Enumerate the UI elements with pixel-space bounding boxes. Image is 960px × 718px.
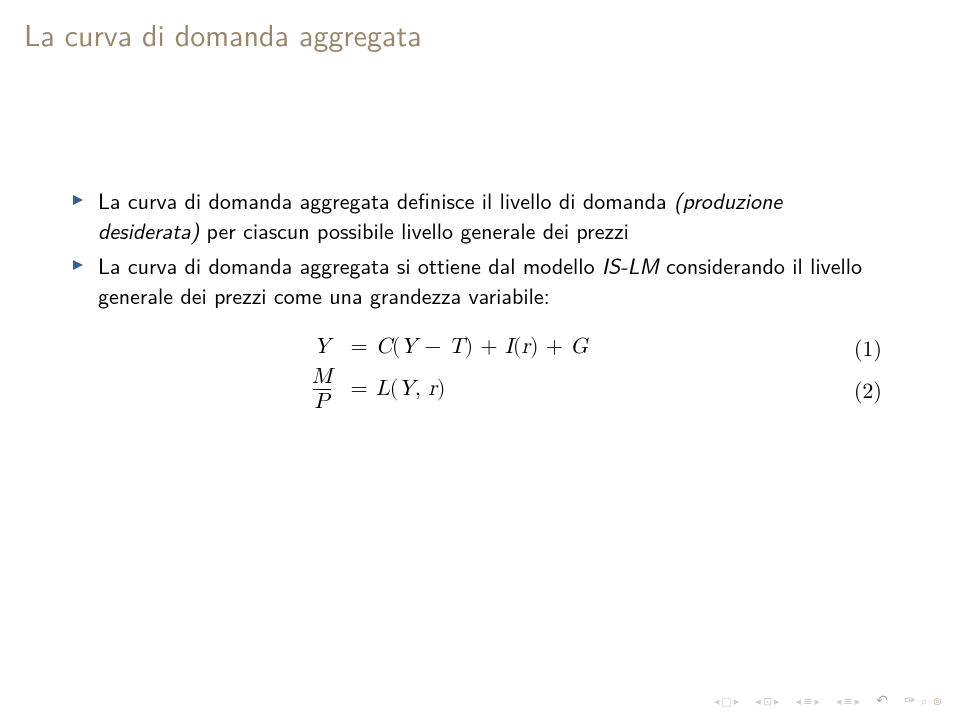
equation-body: Y = C(Y − T) + I(r) + G	[302, 333, 588, 363]
nav-next-icon[interactable]: ▸	[774, 696, 780, 707]
eq-equals: =	[342, 375, 376, 405]
nav-next-icon[interactable]: ▸	[734, 696, 740, 707]
slide-content: La curva di domanda aggregata definisce …	[24, 186, 936, 413]
equation-block: Y = C(Y − T) + I(r) + G (1) M P	[72, 333, 888, 414]
beamer-nav: ◂ □ ▸ ◂ ⊡ ▸ ◂ ≡ ▸ ◂ ≡ ▸ ↶ ✑ ⌕ ⊚	[714, 694, 942, 708]
slide-title: La curva di domanda aggregata	[24, 12, 936, 56]
nav-swirl-icon[interactable]: ✑	[904, 694, 916, 708]
eq-rhs: C(Y − T) + I(r) + G	[376, 333, 588, 363]
eq-number: (2)	[854, 375, 888, 405]
triangle-bullet-icon	[72, 194, 84, 206]
nav-frame-icon[interactable]: ⊡	[763, 696, 772, 707]
nav-next-icon[interactable]: ▸	[814, 696, 820, 707]
nav-search-icon[interactable]: ⌕	[918, 696, 928, 707]
nav-lines-icon[interactable]: ≡	[843, 696, 852, 707]
frac-den: P	[313, 389, 332, 413]
equation-row: M P = L(Y, r) (2)	[72, 366, 888, 413]
nav-group-frame[interactable]: ◂ ⊡ ▸	[755, 696, 779, 707]
equation-row: Y = C(Y − T) + I(r) + G (1)	[72, 333, 888, 363]
eq-rhs: L(Y, r)	[376, 375, 445, 405]
nav-circ-icon[interactable]: ⊚	[929, 696, 942, 707]
nav-next-icon[interactable]: ▸	[855, 696, 861, 707]
eq-equals: =	[342, 333, 376, 363]
nav-prev-icon[interactable]: ◂	[836, 696, 842, 707]
nav-group-slide[interactable]: ◂ □ ▸	[714, 696, 739, 707]
nav-prev-icon[interactable]: ◂	[714, 696, 720, 707]
triangle-bullet-icon	[72, 259, 84, 271]
eq-lhs-frac: M P	[302, 366, 342, 413]
bullet-item: La curva di domanda aggregata si ottiene…	[72, 251, 888, 310]
frac-num: M	[310, 366, 334, 389]
nav-lines-icon[interactable]: ≡	[803, 696, 812, 707]
nav-group-subsection[interactable]: ◂ ≡ ▸	[796, 696, 820, 707]
equation-body: M P = L(Y, r)	[302, 366, 445, 413]
eq-lhs: Y	[302, 333, 342, 363]
slide: La curva di domanda aggregata La curva d…	[0, 0, 960, 718]
nav-back-icon[interactable]: ↶	[876, 694, 888, 708]
bullet-text: La curva di domanda aggregata definisce …	[98, 186, 888, 245]
nav-prev-icon[interactable]: ◂	[796, 696, 802, 707]
eq-number: (1)	[854, 333, 888, 363]
nav-circ-group[interactable]: ✑ ⌕ ⊚	[904, 694, 942, 708]
nav-slide-icon[interactable]: □	[721, 696, 731, 707]
bullet-text: La curva di domanda aggregata si ottiene…	[98, 251, 888, 310]
bullet-item: La curva di domanda aggregata definisce …	[72, 186, 888, 245]
nav-prev-icon[interactable]: ◂	[755, 696, 761, 707]
nav-group-section[interactable]: ◂ ≡ ▸	[836, 696, 860, 707]
